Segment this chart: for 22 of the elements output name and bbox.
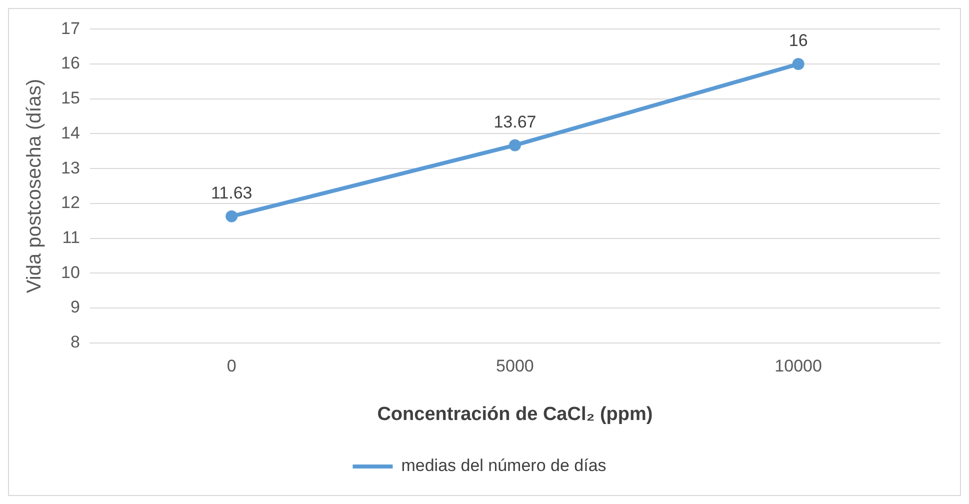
y-tick-label: 15 (60, 88, 80, 108)
x-tick-label: 5000 (496, 356, 534, 376)
y-tick-label: 12 (60, 193, 80, 212)
point (226, 210, 238, 222)
data-label: 13.67 (494, 112, 536, 132)
y-tick-label: 8 (70, 332, 80, 352)
point (792, 58, 804, 70)
data-label: 11.63 (210, 184, 252, 202)
y-tick-label: 17 (60, 18, 80, 38)
legend-label: medias del número de días (401, 456, 606, 476)
y-tick-label: 14 (60, 123, 80, 142)
x-axis-title: Concentración de CaCl₂ (ppm) (377, 404, 653, 425)
y-tick-label: 11 (62, 228, 80, 247)
y-tick-label: 16 (60, 54, 80, 73)
y-tick-label: 10 (60, 262, 80, 282)
y-tick-label: 13 (60, 158, 80, 178)
y-tick-label: 9 (70, 298, 80, 317)
x-tick-label: 0 (226, 356, 236, 376)
x-tick-label: 10000 (774, 356, 822, 376)
data-label: 16 (788, 31, 808, 50)
y-axis-title: Vida postcosecha (días) (24, 78, 46, 294)
point (508, 139, 521, 152)
